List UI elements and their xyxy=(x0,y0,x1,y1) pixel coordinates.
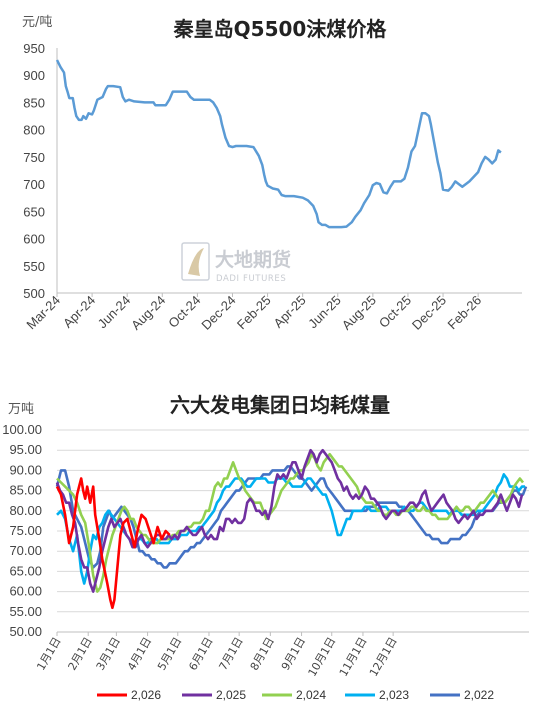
chart1-y-tick-label: 800 xyxy=(23,123,45,138)
chart2-y-tick-label: 65.00 xyxy=(9,563,42,578)
legend-label: 2,023 xyxy=(379,688,409,702)
chart2-y-tick-label: 60.00 xyxy=(9,584,42,599)
legend-label: 2,022 xyxy=(464,688,494,702)
chart1-x-tick-label: Jun-24 xyxy=(95,293,134,332)
chart1-y-tick-label: 750 xyxy=(23,150,45,165)
chart2-x-tick-label: 12月1日 xyxy=(367,635,400,679)
chart1-x-tick-label: Apr-24 xyxy=(60,293,98,331)
legend-item: 2,023 xyxy=(345,688,409,702)
chart2-x-tick-label: 6月1日 xyxy=(186,635,215,673)
chart2-y-tick-label: 95.00 xyxy=(9,442,42,457)
chart1-x-tick-label: Oct-25 xyxy=(376,293,414,331)
chart2-y-tick-label: 75.00 xyxy=(9,523,42,538)
chart2-series-line-2024 xyxy=(56,452,525,593)
legend-item: 2,025 xyxy=(182,688,246,702)
chart2-x-tick-label: 2月1日 xyxy=(66,635,95,673)
chart1-x-tick-label: Feb-26 xyxy=(445,293,485,333)
chart1-title: 秦皇岛Q5500沫煤价格 xyxy=(173,17,388,41)
chart2-x-tick-label: 10月1日 xyxy=(306,635,339,679)
watermark-leaf-icon xyxy=(188,248,204,276)
chart2-y-tick-label: 70.00 xyxy=(9,543,42,558)
chart2-series-line-2026 xyxy=(55,477,171,610)
chart1-x-tick-label: Dec-25 xyxy=(409,293,449,333)
chart2-y-tick-label: 55.00 xyxy=(9,604,42,619)
chart1-x-tick-label: Apr-25 xyxy=(271,293,309,331)
chart1-y-tick-label: 850 xyxy=(23,95,45,110)
chart2-x-tick-label: 4月1日 xyxy=(125,635,154,673)
chart1-y-tick-label: 500 xyxy=(23,286,45,301)
legend-item: 2,022 xyxy=(430,688,494,702)
chart2-y-tick-label: 85.00 xyxy=(9,483,42,498)
watermark-text-cn: 大地期货 xyxy=(215,248,291,271)
chart2-y-tick-label: 80.00 xyxy=(9,503,42,518)
chart1-y-tick-label: 550 xyxy=(23,259,45,274)
chart2-x-tick-label: 9月1日 xyxy=(279,635,308,673)
chart2-y-tick-label: 50.00 xyxy=(9,624,42,639)
chart1-x-tick-label: Aug-24 xyxy=(128,293,168,333)
legend-item: 2,026 xyxy=(97,688,161,702)
chart1-x-tick-label: Dec-24 xyxy=(198,293,238,333)
chart1-x-tick-label: Aug-25 xyxy=(339,293,379,333)
legend-label: 2,025 xyxy=(216,688,246,702)
legend-item: 2,024 xyxy=(262,688,326,702)
chart1-y-tick-label: 650 xyxy=(23,204,45,219)
chart2-x-tick-label: 3月1日 xyxy=(94,635,123,673)
chart2-y-unit: 万吨 xyxy=(8,402,34,417)
legend-label: 2,026 xyxy=(131,688,161,702)
chart2-x-tick-label: 8月1日 xyxy=(248,635,277,673)
chart2-x-tick-label: 5月1日 xyxy=(155,635,184,673)
chart1-y-tick-label: 900 xyxy=(23,68,45,83)
chart2-x-tick-label: 7月1日 xyxy=(216,635,245,673)
chart1-y-unit: 元/吨 xyxy=(22,15,52,30)
chart2-title: 六大发电集团日均耗煤量 xyxy=(170,393,390,417)
chart1-x-tick-label: Feb-25 xyxy=(234,293,274,333)
chart1-series-line xyxy=(55,59,502,229)
chart1-y-tick-label: 950 xyxy=(23,41,45,56)
chart2-y-tick-label: 100.00 xyxy=(2,422,42,437)
chart1-x-tick-label: Oct-24 xyxy=(165,293,203,331)
chart2-x-tick-label: 1月1日 xyxy=(34,635,63,673)
chart2-y-tick-label: 90.00 xyxy=(9,462,42,477)
chart1-watermark: 大地期货 DADI FUTURES xyxy=(181,242,291,284)
watermark-text-en: DADI FUTURES xyxy=(216,274,286,284)
chart1-y-tick-label: 700 xyxy=(23,177,45,192)
legend-label: 2,024 xyxy=(296,688,326,702)
chart1-y-tick-label: 600 xyxy=(23,232,45,247)
chart1-x-tick-label: Jun-25 xyxy=(305,293,344,332)
chart2-x-tick-label: 11月1日 xyxy=(337,635,370,679)
watermark-logo-icon xyxy=(181,242,210,281)
